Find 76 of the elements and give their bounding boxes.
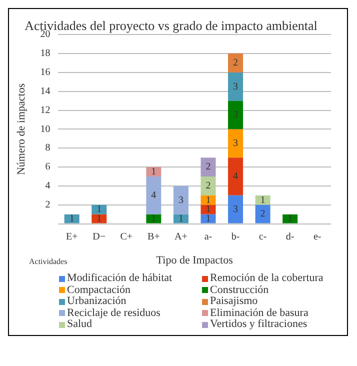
y-tick-label: 12 (40, 104, 50, 116)
data-label: 1 (151, 213, 156, 224)
data-label: 1 (206, 213, 211, 224)
y-tick-label: 6 (45, 162, 50, 173)
x-tick-label: b- (231, 231, 240, 242)
legend-label: Vertidos y filtraciones (210, 318, 308, 330)
legend-label: Salud (67, 318, 92, 330)
legend-label: Modificación de hábitat (67, 272, 172, 284)
bar (228, 100, 244, 130)
data-label: 4 (151, 190, 156, 202)
bar (200, 195, 216, 205)
bar (200, 158, 216, 176)
bar (228, 129, 244, 158)
x-tick-label: e- (313, 231, 322, 242)
x-tick-label: d- (286, 231, 294, 242)
data-label: 1 (151, 166, 156, 178)
data-label: 2 (206, 162, 211, 173)
y-tick-label: 4 (45, 180, 50, 192)
y-axis-title: Número de impactos (15, 83, 28, 176)
data-label: 1 (260, 194, 266, 206)
y-tick-label: 16 (40, 67, 50, 78)
bar (200, 176, 216, 196)
text: Actividades (29, 257, 68, 266)
bar (228, 54, 244, 72)
y-tick-label: 18 (40, 48, 50, 60)
y-tick-label: 2 (45, 200, 50, 211)
legend-label: Reciclaje de residuos (67, 306, 160, 319)
bar (146, 214, 162, 224)
bar (146, 167, 162, 176)
data-label: 2 (206, 180, 211, 192)
data-label: 1 (69, 213, 74, 224)
bar (228, 158, 244, 196)
bar (173, 186, 188, 214)
x-tick-label: A+ (174, 231, 188, 242)
x-axis-title: Tipo de Impactos (156, 254, 233, 266)
data-label: 1 (206, 194, 211, 206)
x-tick-label: B+ (148, 231, 160, 242)
legend-label: Eliminación de basura (210, 306, 308, 319)
bar (282, 214, 298, 224)
data-label: 1 (288, 213, 293, 224)
legend-label: Compactación (67, 284, 131, 296)
data-label: 2 (260, 208, 266, 220)
data-label: 1 (206, 204, 211, 216)
y-tick-label: 8 (45, 142, 50, 154)
bar (64, 214, 80, 224)
x-tick-label: c- (258, 231, 267, 242)
bar (173, 214, 188, 224)
data-label: 3 (233, 110, 238, 121)
bar (146, 176, 162, 214)
x-tick-label: D− (92, 231, 106, 242)
x-tick-label: C+ (120, 231, 133, 242)
legend-label: Urbanización (67, 295, 126, 308)
data-label: 2 (233, 58, 238, 69)
y-tick-label: 10 (40, 124, 50, 135)
data-label: 1 (96, 204, 102, 216)
data-label: 3 (233, 81, 238, 92)
bar (92, 214, 107, 224)
bar (255, 204, 270, 224)
bar (92, 204, 107, 214)
x-tick-label: a- (204, 231, 212, 242)
legend-label: Paisajismo (210, 295, 258, 308)
bar (228, 195, 244, 224)
data-label: 1 (178, 213, 184, 224)
data-label: 1 (96, 213, 102, 224)
legend-label: Construcción (210, 284, 269, 296)
data-label: 4 (233, 171, 238, 182)
data-label: 3 (178, 194, 184, 206)
y-tick-label: 14 (40, 86, 50, 97)
data-label: 3 (233, 138, 238, 150)
bar (200, 204, 216, 214)
data-label: 3 (233, 204, 238, 215)
bar (228, 72, 244, 101)
x-tick-label: E+ (66, 231, 78, 242)
legend-label: Remoción de la cobertura (210, 272, 324, 284)
bar (255, 195, 270, 205)
bar (200, 214, 216, 224)
